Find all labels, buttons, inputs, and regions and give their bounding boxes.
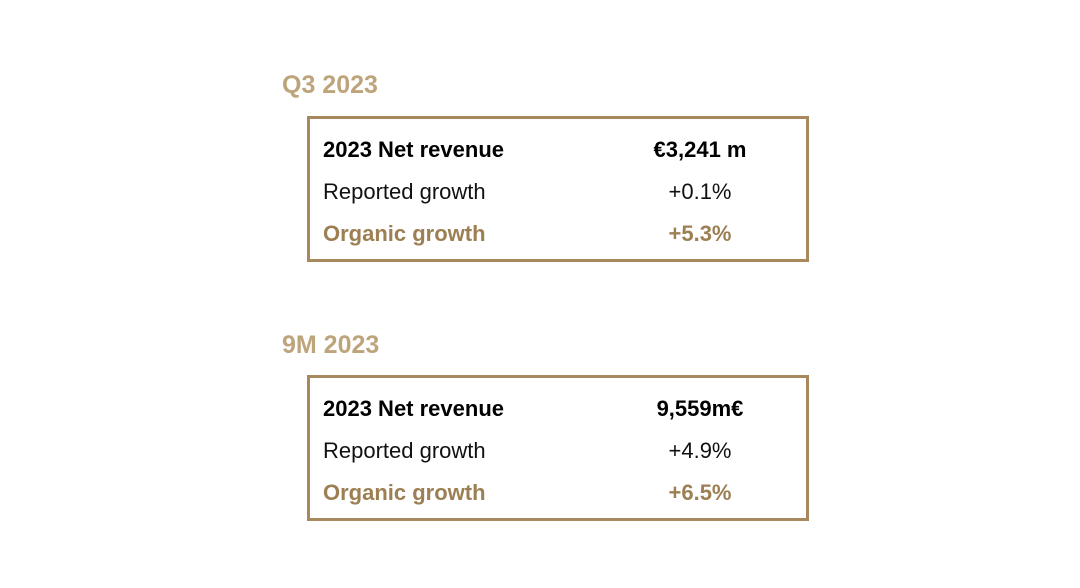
table-row-net-revenue: 2023 Net revenue €3,241 m: [310, 136, 806, 164]
table-row-organic-growth: Organic growth +5.3%: [310, 220, 806, 248]
table-row-reported-growth: Reported growth +0.1%: [310, 178, 806, 206]
row-label: Organic growth: [323, 221, 486, 246]
row-label: Reported growth: [323, 438, 486, 463]
table-row-reported-growth: Reported growth +4.9%: [310, 437, 806, 465]
row-label: 2023 Net revenue: [323, 396, 504, 421]
row-label: Organic growth: [323, 480, 486, 505]
table-row-net-revenue: 2023 Net revenue 9,559m€: [310, 395, 806, 423]
summary-box-9m: 2023 Net revenue 9,559m€ Reported growth…: [307, 375, 809, 521]
row-value: 9,559m€: [656, 396, 744, 421]
section-title-q3: Q3 2023: [282, 71, 378, 99]
section-title-9m: 9M 2023: [282, 331, 380, 359]
row-value: +0.1%: [668, 179, 732, 204]
row-value: +4.9%: [668, 438, 732, 463]
row-label: Reported growth: [323, 179, 486, 204]
row-value: +5.3%: [668, 221, 732, 246]
row-label: 2023 Net revenue: [323, 137, 504, 162]
row-value: €3,241 m: [653, 137, 747, 162]
row-value: +6.5%: [668, 480, 732, 505]
summary-box-q3: 2023 Net revenue €3,241 m Reported growt…: [307, 116, 809, 262]
table-row-organic-growth: Organic growth +6.5%: [310, 479, 806, 507]
